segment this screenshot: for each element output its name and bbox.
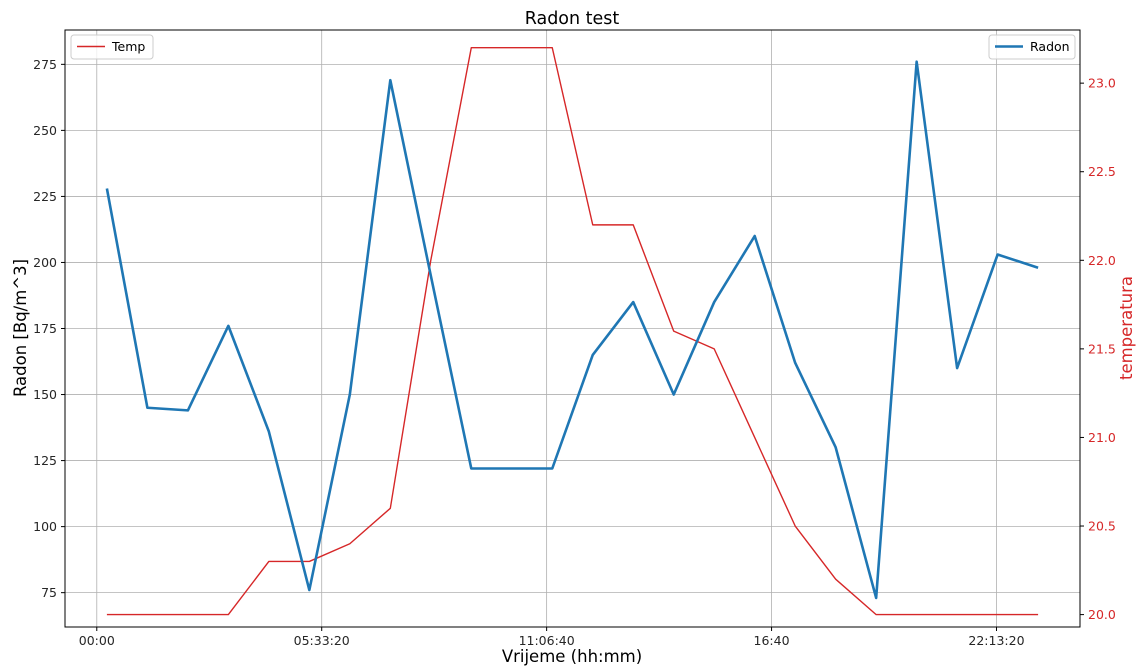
legend-radon-label: Radon <box>1030 39 1070 54</box>
y-tick-label: 75 <box>41 585 57 600</box>
temp-series <box>106 47 1039 616</box>
legend-radon: Radon <box>988 34 1076 60</box>
y-tick-label: 225 <box>33 189 57 204</box>
y-right-tick-label: 20.0 <box>1088 607 1116 622</box>
grid-lines <box>65 30 1080 627</box>
y-tick-label: 150 <box>33 387 57 402</box>
y-tick-label: 175 <box>33 321 57 336</box>
y-right-tick-label: 21.0 <box>1088 430 1116 445</box>
y-tick-label: 100 <box>33 519 57 534</box>
temp-line <box>106 47 1039 616</box>
y-tick-label: 275 <box>33 57 57 72</box>
y-axis-left-ticks: 75 100 125 150 175 200 225 250 275 <box>33 57 65 600</box>
y-right-tick-label: 23.0 <box>1088 76 1116 91</box>
x-tick-label: 22:13:20 <box>968 633 1024 648</box>
y-tick-label: 125 <box>33 453 57 468</box>
x-tick-label: 16:40 <box>754 633 790 648</box>
x-tick-label: 11:06:40 <box>519 633 575 648</box>
y-right-tick-label: 22.0 <box>1088 253 1116 268</box>
chart-title: Radon test <box>525 9 620 29</box>
y-axis-left-title: Radon [Bq/m^3] <box>11 259 30 397</box>
x-tick-label: 05:33:20 <box>294 633 350 648</box>
legend-radon-box <box>988 34 1076 60</box>
y-axis-right-title: temperatura <box>1117 276 1136 380</box>
y-right-tick-label: 22.5 <box>1088 164 1116 179</box>
radon-series <box>105 60 1039 600</box>
x-axis-ticks: 00:00 05:33:20 11:06:40 16:40 22:13:20 <box>79 627 1025 648</box>
x-axis-title: Vrijeme (hh:mm) <box>502 647 642 666</box>
legend-temp-box <box>70 34 154 60</box>
y-right-tick-label: 20.5 <box>1088 519 1116 534</box>
legend-temp: Temp <box>70 34 154 60</box>
x-tick-label: 00:00 <box>79 633 115 648</box>
legend-temp-label: Temp <box>111 39 145 54</box>
y-tick-label: 200 <box>33 255 57 270</box>
y-axis-right-ticks: 20.0 20.5 21.0 21.5 22.0 22.5 23.0 <box>1080 76 1116 622</box>
radon-line <box>105 60 1039 600</box>
y-right-tick-label: 21.5 <box>1088 341 1116 356</box>
y-tick-label: 250 <box>33 123 57 138</box>
